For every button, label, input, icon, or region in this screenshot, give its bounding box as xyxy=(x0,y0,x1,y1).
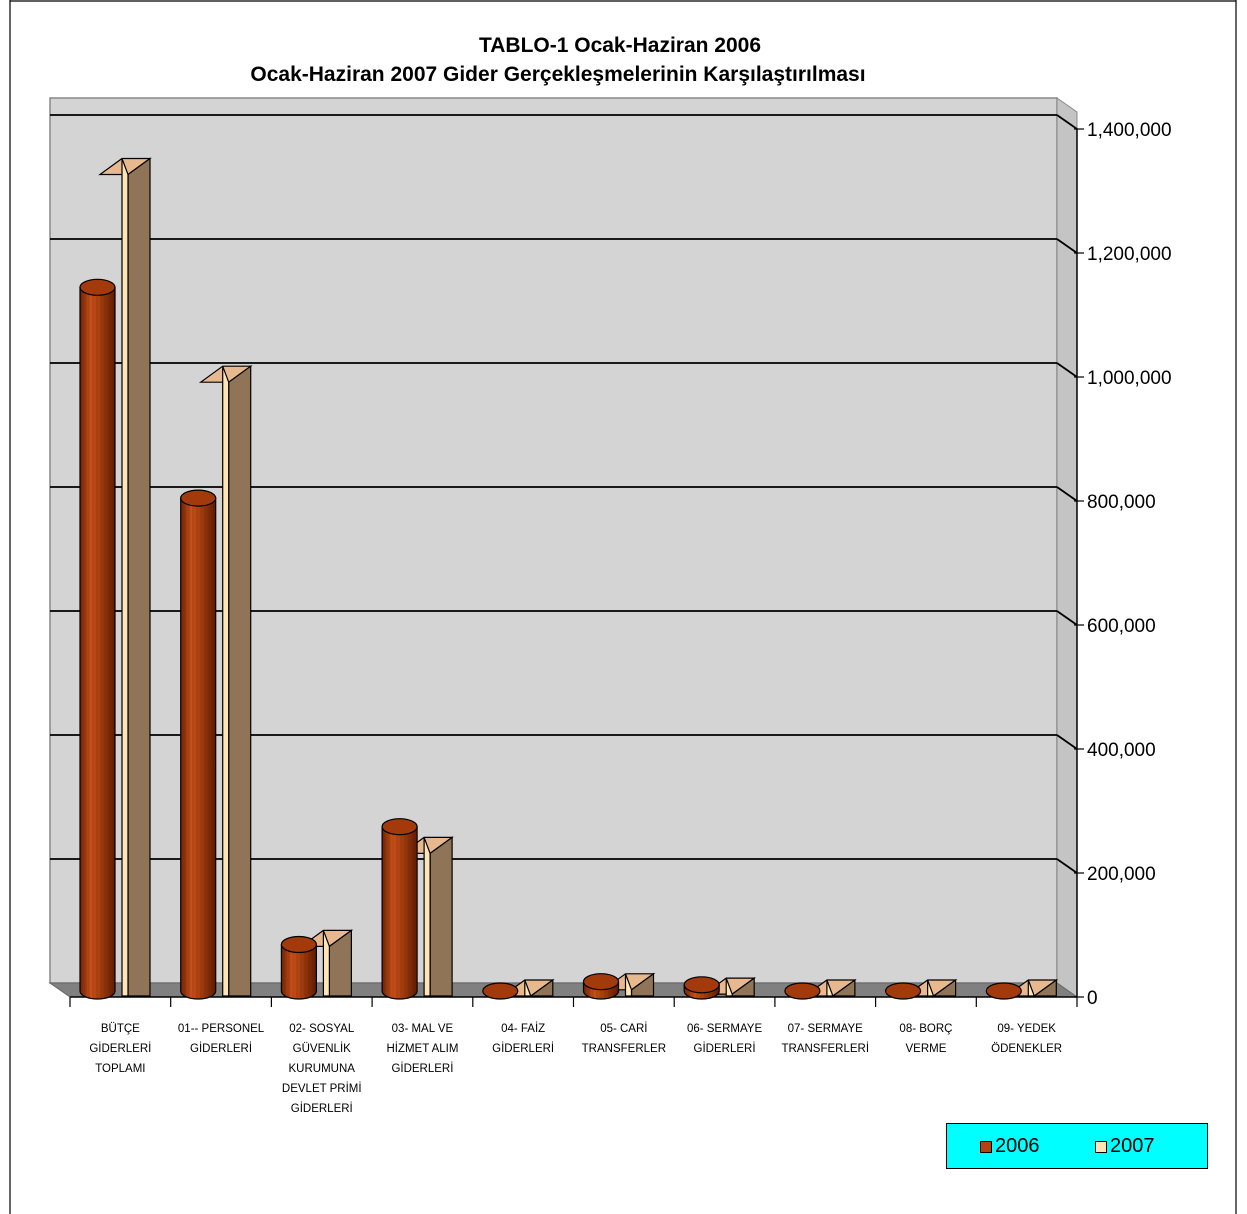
bar-2006-top xyxy=(784,982,821,1000)
bar-2006-top xyxy=(884,982,922,1000)
bar-2006-top xyxy=(180,489,217,507)
bar-2006-top xyxy=(280,935,317,954)
chart-title-line1: TABLO-1 Ocak-Haziran 2006 xyxy=(479,34,761,57)
bar-2007-side xyxy=(127,157,151,997)
bar-2007-side xyxy=(228,365,252,997)
bar-2007-front xyxy=(423,837,431,997)
gridline-side xyxy=(1056,238,1078,254)
plot-back-wall xyxy=(49,97,1058,984)
y-tick-label: 1,000,000 xyxy=(1087,368,1172,389)
bar-2006-top xyxy=(482,982,519,1000)
x-category-label: 05- CARİ TRANSFERLER xyxy=(582,1022,666,1055)
y-tick-label: 1,400,000 xyxy=(1087,120,1172,141)
bar-2006-top xyxy=(381,818,418,836)
y-tick-label: 600,000 xyxy=(1087,616,1156,637)
x-category-label: 04- FAİZ GİDERLERİ xyxy=(492,1022,554,1055)
x-category-label: 01-- PERSONEL GİDERLERİ xyxy=(178,1023,265,1055)
bar-2007-front xyxy=(322,930,330,997)
gridline-side xyxy=(1056,114,1078,130)
x-category-label: 03- MAL VE HİZMET ALIM GİDERLERİ xyxy=(386,1023,458,1075)
bar-2007-front xyxy=(524,979,532,997)
bar-2006-top xyxy=(985,982,1022,1000)
plot-area: 1,400,000 1,200,000 1,000,000 800,000 600,00… xyxy=(48,97,1172,1115)
bar-2007-front xyxy=(826,979,834,997)
bar-2007-front xyxy=(222,365,230,997)
bar-2007-side xyxy=(429,836,453,997)
chart-title-line2: Ocak-Haziran 2007 Gider Gerçekleşmelerin… xyxy=(250,63,865,86)
x-category-label: BÜTÇE GİDERLERİ TOPLAMI xyxy=(89,1023,151,1075)
x-category-label: 09- YEDEK ÖDENEKLER xyxy=(991,1023,1062,1055)
bar-2006-texture xyxy=(281,944,317,999)
y-tick-label: 400,000 xyxy=(1087,740,1156,761)
bar-2007-front xyxy=(926,979,935,997)
bar-2006-texture xyxy=(382,826,418,999)
y-tick-label: 0 xyxy=(1087,988,1098,1009)
y-tick-label: 800,000 xyxy=(1087,492,1156,513)
legend: 2006 2007 xyxy=(946,1123,1208,1169)
bar-2006-top xyxy=(683,976,720,994)
y-tick-label: 200,000 xyxy=(1087,864,1156,885)
bar-2007-front xyxy=(624,973,633,997)
gridline-side xyxy=(1056,610,1078,626)
legend-swatch-2007 xyxy=(1095,1140,1107,1153)
bar-2007-side xyxy=(831,978,856,997)
gridline-side xyxy=(1056,362,1078,378)
x-category-label: 07- SERMAYE TRANSFERLERİ xyxy=(781,1023,869,1055)
bar-2006-top xyxy=(582,973,620,991)
bar-2006-top xyxy=(79,278,116,296)
legend-item-2007: 2007 xyxy=(1095,1135,1155,1158)
bar-2007-side xyxy=(528,978,554,997)
bar-2007-front xyxy=(1027,979,1036,997)
legend-label-2006: 2006 xyxy=(995,1135,1040,1157)
gridline-side xyxy=(1056,486,1078,502)
legend-item-2006: 2006 xyxy=(980,1135,1040,1158)
gridline-side xyxy=(1056,734,1078,750)
x-category-label: 06- SERMAYE GİDERLERİ xyxy=(687,1023,763,1055)
y-tick-label: 1,200,000 xyxy=(1087,244,1172,265)
x-category-label: 02- SOSYAL GÜVENLİK KURUMUNA DEVLET PRİMİ Gİ… xyxy=(282,1023,362,1115)
bar-2006-texture xyxy=(80,287,115,999)
bar-2007-front xyxy=(121,158,129,997)
bar-2006-texture xyxy=(180,498,216,999)
bar-2007-side xyxy=(931,978,957,997)
x-category-label: 08- BORÇ VERME xyxy=(899,1023,952,1055)
gridline-side xyxy=(1056,858,1078,874)
bar-2007-side xyxy=(1032,978,1057,997)
legend-swatch-2006 xyxy=(980,1140,992,1153)
bar-2007-front xyxy=(725,977,733,997)
legend-label-2007: 2007 xyxy=(1110,1135,1155,1157)
